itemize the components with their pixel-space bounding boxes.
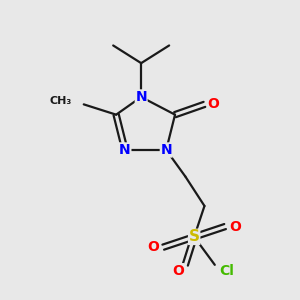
Text: Cl: Cl <box>219 264 234 278</box>
Text: CH₃: CH₃ <box>50 96 72 106</box>
Text: O: O <box>207 98 219 111</box>
Text: N: N <box>119 143 131 157</box>
Text: N: N <box>135 90 147 104</box>
Text: N: N <box>160 143 172 157</box>
Text: O: O <box>230 220 241 234</box>
Text: O: O <box>172 264 184 278</box>
Text: S: S <box>189 230 200 244</box>
Text: O: O <box>147 240 159 254</box>
